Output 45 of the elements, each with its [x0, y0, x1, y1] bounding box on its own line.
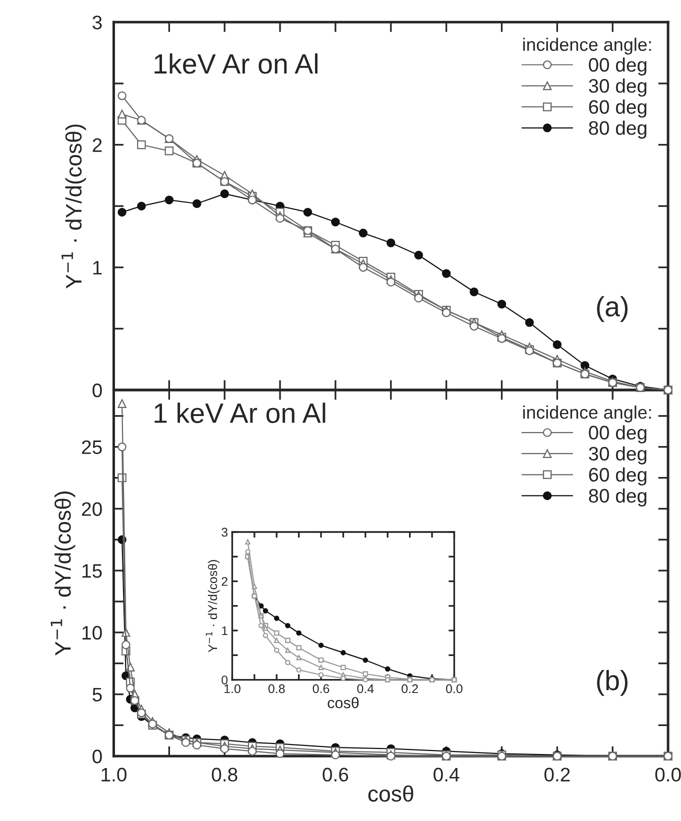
- y-axis-title: Y$^{−1}$ · dY/d(cosθ): [62, 124, 86, 288]
- y-tick-label: 3: [92, 16, 102, 30]
- y-axis-title: Y$^{−1}$ · dY/d(cosθ): [50, 492, 76, 656]
- legend-label: 60 deg: [589, 467, 646, 486]
- x-tick-label: 0.2: [402, 684, 418, 694]
- legend-label: 80 deg: [588, 120, 646, 139]
- y-tick-label: 2: [222, 577, 228, 586]
- legend-label: 80 deg: [588, 488, 646, 507]
- y-tick-label: 25: [82, 440, 102, 454]
- legend-title: incidence angle:: [523, 38, 651, 55]
- y-tick-label: 5: [92, 688, 102, 702]
- x-tick-label: 0.0: [655, 768, 681, 782]
- x-tick-label: 0.6: [322, 768, 348, 782]
- x-tick-label: 0.0: [446, 684, 462, 694]
- y-tick-label: 1: [222, 626, 228, 636]
- legend-title: incidence angle:: [523, 406, 651, 422]
- x-tick-label: 0.8: [212, 768, 238, 782]
- y-tick-label: 20: [82, 502, 102, 516]
- annotation: 1 keV Ar on Al: [154, 402, 326, 424]
- x-tick-label: 0.2: [544, 768, 570, 782]
- annotation: (a): [597, 296, 628, 322]
- y-tick-label: 1: [93, 261, 102, 274]
- y-tick-label: 3: [222, 528, 228, 537]
- legend-label: 00 deg: [588, 425, 646, 444]
- y-tick-label: 0: [222, 676, 228, 684]
- x-tick-label: 1.0: [224, 684, 240, 694]
- x-tick-label: 0.8: [268, 684, 285, 694]
- y-tick-label: 10: [82, 626, 102, 640]
- annotation: 1keV Ar on Al: [154, 53, 318, 74]
- legend-label: 00 deg: [588, 57, 646, 76]
- x-tick-label: 0.6: [312, 684, 330, 694]
- x-tick-label: 0.4: [357, 684, 374, 694]
- y-tick-label: 15: [82, 564, 102, 578]
- legend-label: 30 deg: [588, 446, 646, 464]
- legend-label: 30 deg: [588, 78, 646, 97]
- x-axis-title: cosθ: [328, 697, 359, 708]
- y-tick-label: 0: [92, 750, 102, 764]
- x-tick-label: 1.0: [102, 768, 126, 782]
- y-axis-title: Y$^{−1}$ · dY/d(cosθ): [206, 560, 220, 652]
- annotation: (b): [597, 670, 628, 696]
- y-tick-label: 0: [92, 383, 102, 398]
- x-tick-label: 0.4: [434, 768, 460, 782]
- y-tick-label: 2: [92, 138, 102, 152]
- legend-label: 60 deg: [589, 100, 646, 118]
- x-axis-title: cosθ: [368, 785, 414, 802]
